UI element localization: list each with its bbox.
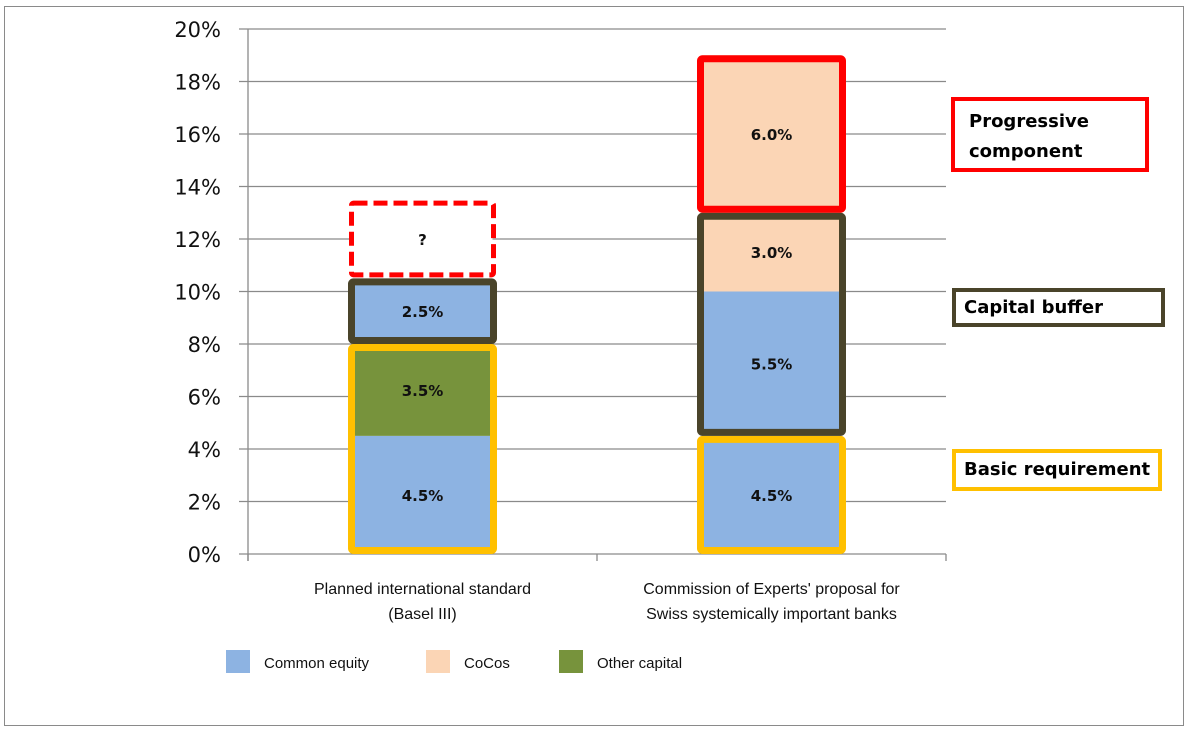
y-tick-label: 4% — [188, 438, 221, 462]
data-label: 4.5% — [402, 487, 444, 505]
bar-segment — [352, 199, 493, 279]
y-tick-label: 6% — [188, 386, 221, 410]
annotation-basic-requirement: Basic requirement — [952, 449, 1162, 491]
x-category-label: Planned international standard — [314, 581, 531, 598]
legend-label: CoCos — [464, 655, 510, 672]
group-outline-progressive-component — [697, 55, 846, 213]
annotation-progressive-line-1: Progressive — [969, 111, 1089, 132]
annotation-capital-buffer: Capital buffer — [952, 288, 1165, 327]
bar-segment — [352, 344, 493, 436]
y-tick-label: 14% — [174, 176, 221, 200]
data-label: 6.0% — [751, 126, 793, 144]
legend-swatch — [426, 650, 450, 673]
y-tick-label: 8% — [188, 333, 221, 357]
group-outline-basic-requirement — [697, 435, 846, 554]
data-label: 3.5% — [402, 382, 444, 400]
annotation-progressive-component: Progressive component — [951, 97, 1149, 172]
data-label: ? — [418, 231, 427, 249]
data-label: 5.5% — [751, 356, 793, 374]
legend-label: Other capital — [597, 655, 682, 672]
data-label: 3.0% — [751, 244, 793, 262]
y-tick-label: 18% — [174, 71, 221, 95]
group-outline-capital-buffer — [697, 212, 846, 436]
legend-swatch — [226, 650, 250, 673]
annotation-capital-buffer-text: Capital buffer — [964, 297, 1103, 318]
group-outline-basic-requirement — [348, 344, 497, 554]
bar-segment — [701, 55, 842, 213]
data-label: 4.5% — [751, 487, 793, 505]
annotation-basic-requirement-text: Basic requirement — [964, 459, 1151, 480]
y-tick-label: 20% — [174, 18, 221, 42]
annotation-progressive-line-2: component — [969, 141, 1083, 162]
group-outline-progressive-component — [349, 200, 496, 278]
bar-segment — [352, 435, 493, 554]
data-label: 2.5% — [402, 303, 444, 321]
legend-swatch — [559, 650, 583, 673]
y-tick-label: 12% — [174, 228, 221, 252]
y-tick-label: 16% — [174, 123, 221, 147]
y-tick-label: 10% — [174, 281, 221, 305]
bar-segment — [701, 291, 842, 436]
y-tick-label: 2% — [188, 491, 221, 515]
legend-label: Common equity — [264, 655, 370, 672]
group-outline-capital-buffer — [348, 278, 497, 344]
x-category-label: Commission of Experts' proposal for — [643, 581, 900, 598]
bar-segment — [701, 435, 842, 554]
x-category-label: (Basel III) — [388, 606, 456, 623]
y-tick-label: 0% — [188, 543, 221, 567]
bar-segment — [352, 278, 493, 344]
bar-segment — [701, 212, 842, 292]
x-category-label: Swiss systemically important banks — [646, 606, 897, 623]
